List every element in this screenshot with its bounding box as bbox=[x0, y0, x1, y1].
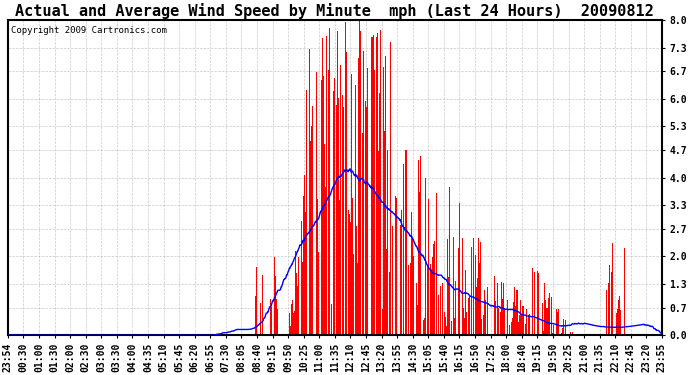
Text: Copyright 2009 Cartronics.com: Copyright 2009 Cartronics.com bbox=[11, 26, 167, 35]
Title: Actual and Average Wind Speed by Minute  mph (Last 24 Hours)  20090812: Actual and Average Wind Speed by Minute … bbox=[15, 3, 654, 19]
